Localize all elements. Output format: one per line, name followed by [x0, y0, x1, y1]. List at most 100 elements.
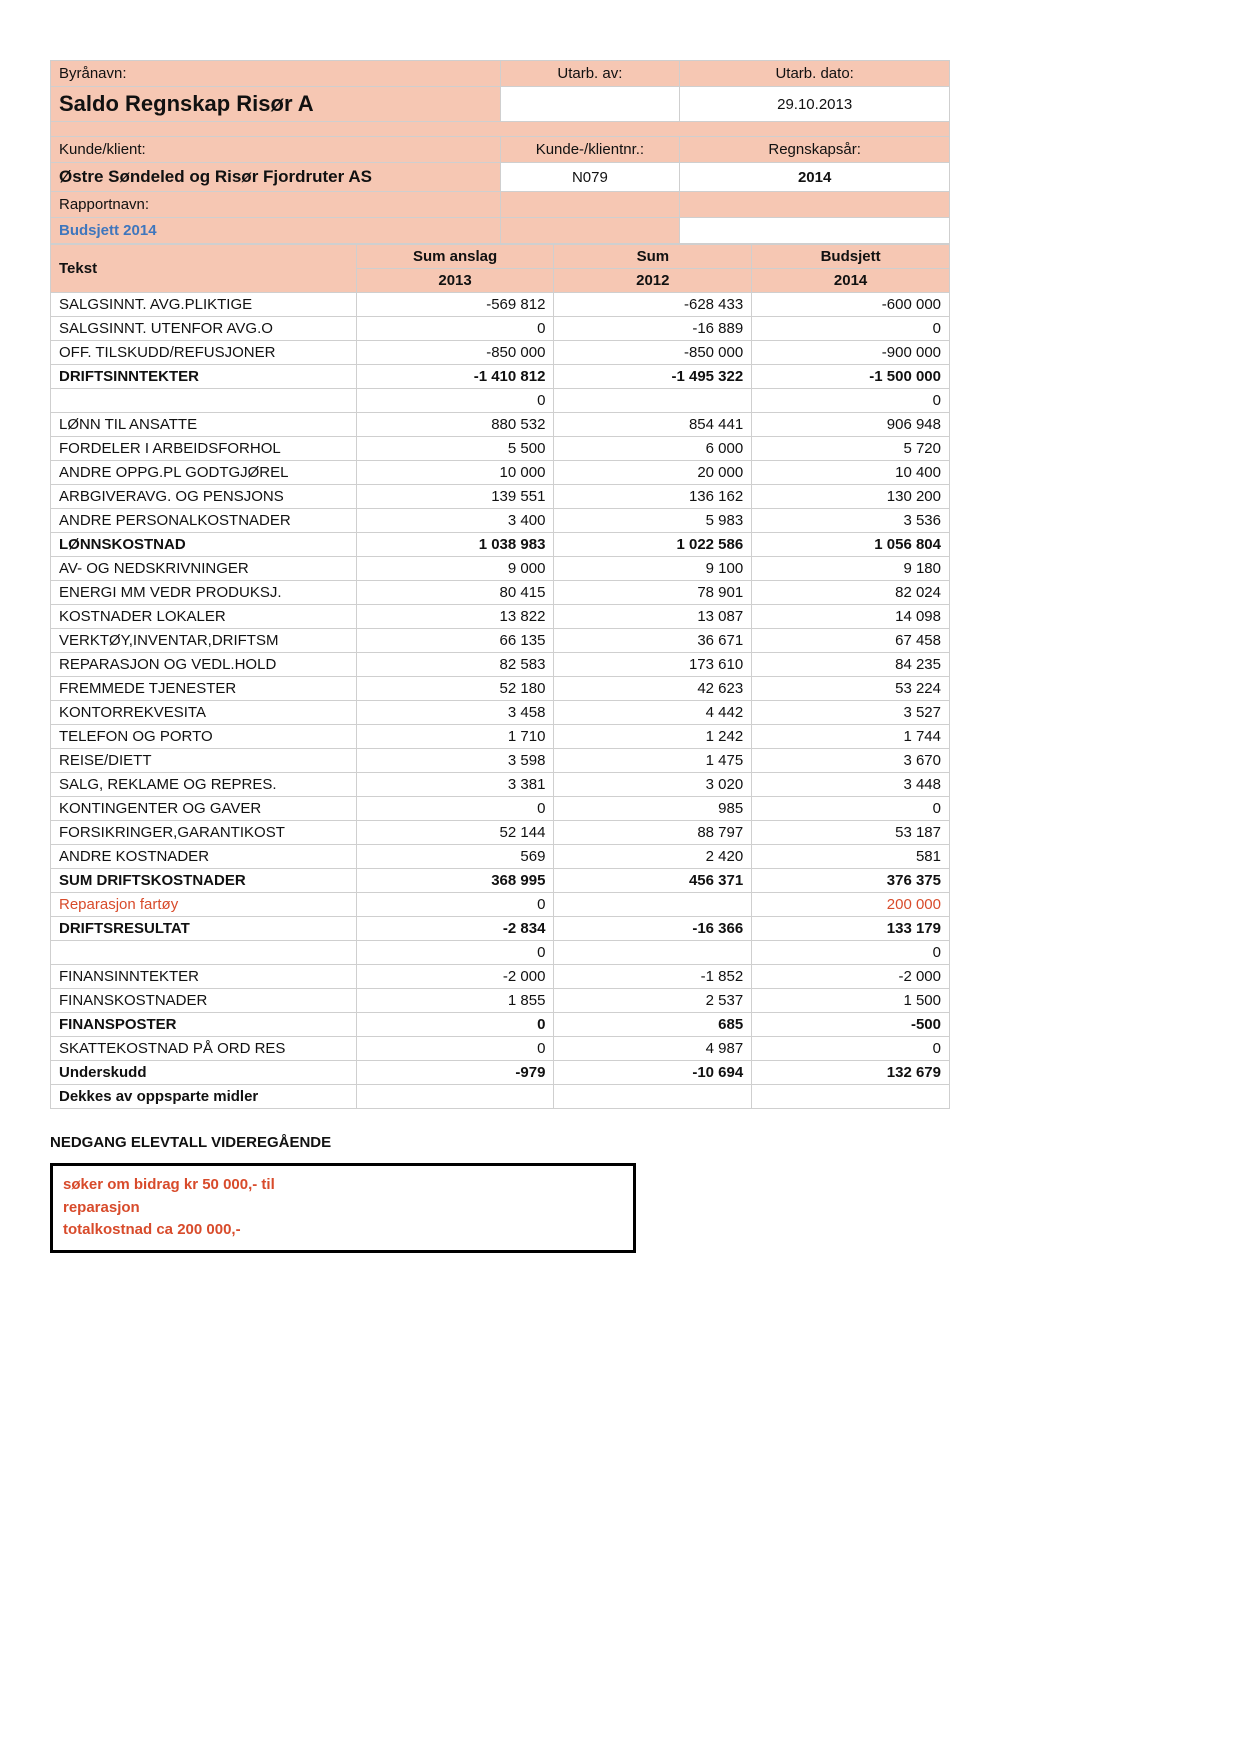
- row-2012: [554, 893, 752, 917]
- row-label: FORSIKRINGER,GARANTIKOST: [51, 821, 357, 845]
- callout-line-2: reparasjon: [63, 1197, 623, 1220]
- row-label: ANDRE PERSONALKOSTNADER: [51, 509, 357, 533]
- row-2013: -1 410 812: [356, 365, 554, 389]
- document-page: Byrånavn: Utarb. av: Utarb. dato: Saldo …: [50, 60, 950, 1253]
- row-2014: 10 400: [752, 461, 950, 485]
- row-label: [51, 389, 357, 413]
- byranavn-label: Byrånavn:: [51, 61, 501, 87]
- row-2014: -500: [752, 1013, 950, 1037]
- row-2012: 2 420: [554, 845, 752, 869]
- row-2014: -1 500 000: [752, 365, 950, 389]
- row-label: FINANSKOSTNADER: [51, 989, 357, 1013]
- row-label: SALGSINNT. AVG.PLIKTIGE: [51, 293, 357, 317]
- row-2012: 42 623: [554, 677, 752, 701]
- header-table: Byrånavn: Utarb. av: Utarb. dato: Saldo …: [50, 60, 950, 244]
- callout-line-3: totalkostnad ca 200 000,-: [63, 1219, 623, 1242]
- row-2013: 5 500: [356, 437, 554, 461]
- table-row: SALG, REKLAME OG REPRES.3 3813 0203 448: [51, 773, 950, 797]
- row-2013: 0: [356, 1013, 554, 1037]
- table-row: DRIFTSINNTEKTER-1 410 812-1 495 322-1 50…: [51, 365, 950, 389]
- row-2013: 3 400: [356, 509, 554, 533]
- table-row: FORSIKRINGER,GARANTIKOST52 14488 79753 1…: [51, 821, 950, 845]
- table-row: SKATTEKOSTNAD PÅ ORD RES04 9870: [51, 1037, 950, 1061]
- row-2013: -2 000: [356, 965, 554, 989]
- row-2014: 53 224: [752, 677, 950, 701]
- row-2014: -600 000: [752, 293, 950, 317]
- klientnr-value: N079: [500, 163, 680, 192]
- row-2014: -2 000: [752, 965, 950, 989]
- row-label: KOSTNADER LOKALER: [51, 605, 357, 629]
- row-2013: 139 551: [356, 485, 554, 509]
- row-2012: -10 694: [554, 1061, 752, 1085]
- row-label: ARBGIVERAVG. OG PENSJONS: [51, 485, 357, 509]
- row-2013: 0: [356, 317, 554, 341]
- row-2012: 78 901: [554, 581, 752, 605]
- table-row: ANDRE OPPG.PL GODTGJØREL10 00020 00010 4…: [51, 461, 950, 485]
- table-row: DRIFTSRESULTAT-2 834-16 366133 179: [51, 917, 950, 941]
- row-label: SKATTEKOSTNAD PÅ ORD RES: [51, 1037, 357, 1061]
- row-2012: 13 087: [554, 605, 752, 629]
- utarb-av-label: Utarb. av:: [500, 61, 680, 87]
- table-row: FORDELER I ARBEIDSFORHOL5 5006 0005 720: [51, 437, 950, 461]
- row-2012: 4 442: [554, 701, 752, 725]
- row-2013: 3 381: [356, 773, 554, 797]
- row-label: OFF. TILSKUDD/REFUSJONER: [51, 341, 357, 365]
- row-2013: 880 532: [356, 413, 554, 437]
- row-2014: 0: [752, 1037, 950, 1061]
- table-row: REPARASJON OG VEDL.HOLD82 583173 61084 2…: [51, 653, 950, 677]
- row-label: KONTORREKVESITA: [51, 701, 357, 725]
- table-row: ANDRE PERSONALKOSTNADER3 4005 9833 536: [51, 509, 950, 533]
- row-2014: 3 448: [752, 773, 950, 797]
- row-2014: 53 187: [752, 821, 950, 845]
- table-row: ANDRE KOSTNADER5692 420581: [51, 845, 950, 869]
- row-2013: -850 000: [356, 341, 554, 365]
- table-row: Reparasjon fartøy0200 000: [51, 893, 950, 917]
- table-row: 00: [51, 941, 950, 965]
- table-row: VERKTØY,INVENTAR,DRIFTSM66 13536 67167 4…: [51, 629, 950, 653]
- row-2013: -569 812: [356, 293, 554, 317]
- table-row: SALGSINNT. UTENFOR AVG.O0-16 8890: [51, 317, 950, 341]
- row-2014: 82 024: [752, 581, 950, 605]
- row-label: FINANSINNTEKTER: [51, 965, 357, 989]
- callout-line-1: søker om bidrag kr 50 000,- til: [63, 1174, 623, 1197]
- table-row: FREMMEDE TJENESTER52 18042 62353 224: [51, 677, 950, 701]
- row-2013: 0: [356, 1037, 554, 1061]
- col-year-2012: 2012: [554, 269, 752, 293]
- row-2013: 52 144: [356, 821, 554, 845]
- row-label: ENERGI MM VEDR PRODUKSJ.: [51, 581, 357, 605]
- row-2013: 0: [356, 893, 554, 917]
- row-2013: 0: [356, 941, 554, 965]
- row-2012: -16 889: [554, 317, 752, 341]
- row-label: FREMMEDE TJENESTER: [51, 677, 357, 701]
- row-2012: [554, 389, 752, 413]
- row-2012: -850 000: [554, 341, 752, 365]
- row-2012: 6 000: [554, 437, 752, 461]
- row-2012: 2 537: [554, 989, 752, 1013]
- row-2013: 80 415: [356, 581, 554, 605]
- table-row: SALGSINNT. AVG.PLIKTIGE-569 812-628 433-…: [51, 293, 950, 317]
- row-2013: 1 038 983: [356, 533, 554, 557]
- row-2014: 133 179: [752, 917, 950, 941]
- row-2013: 1 710: [356, 725, 554, 749]
- row-label: ANDRE OPPG.PL GODTGJØREL: [51, 461, 357, 485]
- budget-table: Tekst Sum anslag Sum Budsjett 2013 2012 …: [50, 244, 950, 1109]
- row-label: LØNNSKOSTNAD: [51, 533, 357, 557]
- row-label: DRIFTSRESULTAT: [51, 917, 357, 941]
- col-budsjett: Budsjett: [752, 245, 950, 269]
- table-row: FINANSINNTEKTER-2 000-1 852-2 000: [51, 965, 950, 989]
- row-2014: 9 180: [752, 557, 950, 581]
- regnskapsar-label: Regnskapsår:: [680, 137, 950, 163]
- table-row: SUM DRIFTSKOSTNADER368 995456 371376 375: [51, 869, 950, 893]
- row-2014: 5 720: [752, 437, 950, 461]
- row-2013: 10 000: [356, 461, 554, 485]
- row-2014: 132 679: [752, 1061, 950, 1085]
- row-2012: 685: [554, 1013, 752, 1037]
- row-2014: 130 200: [752, 485, 950, 509]
- row-2014: 906 948: [752, 413, 950, 437]
- row-label: SALGSINNT. UTENFOR AVG.O: [51, 317, 357, 341]
- row-2014: 0: [752, 389, 950, 413]
- row-2012: -1 495 322: [554, 365, 752, 389]
- row-2012: [554, 941, 752, 965]
- kunde-text: Østre Søndeled og Risør Fjordruter AS: [59, 167, 372, 186]
- col-year-2013: 2013: [356, 269, 554, 293]
